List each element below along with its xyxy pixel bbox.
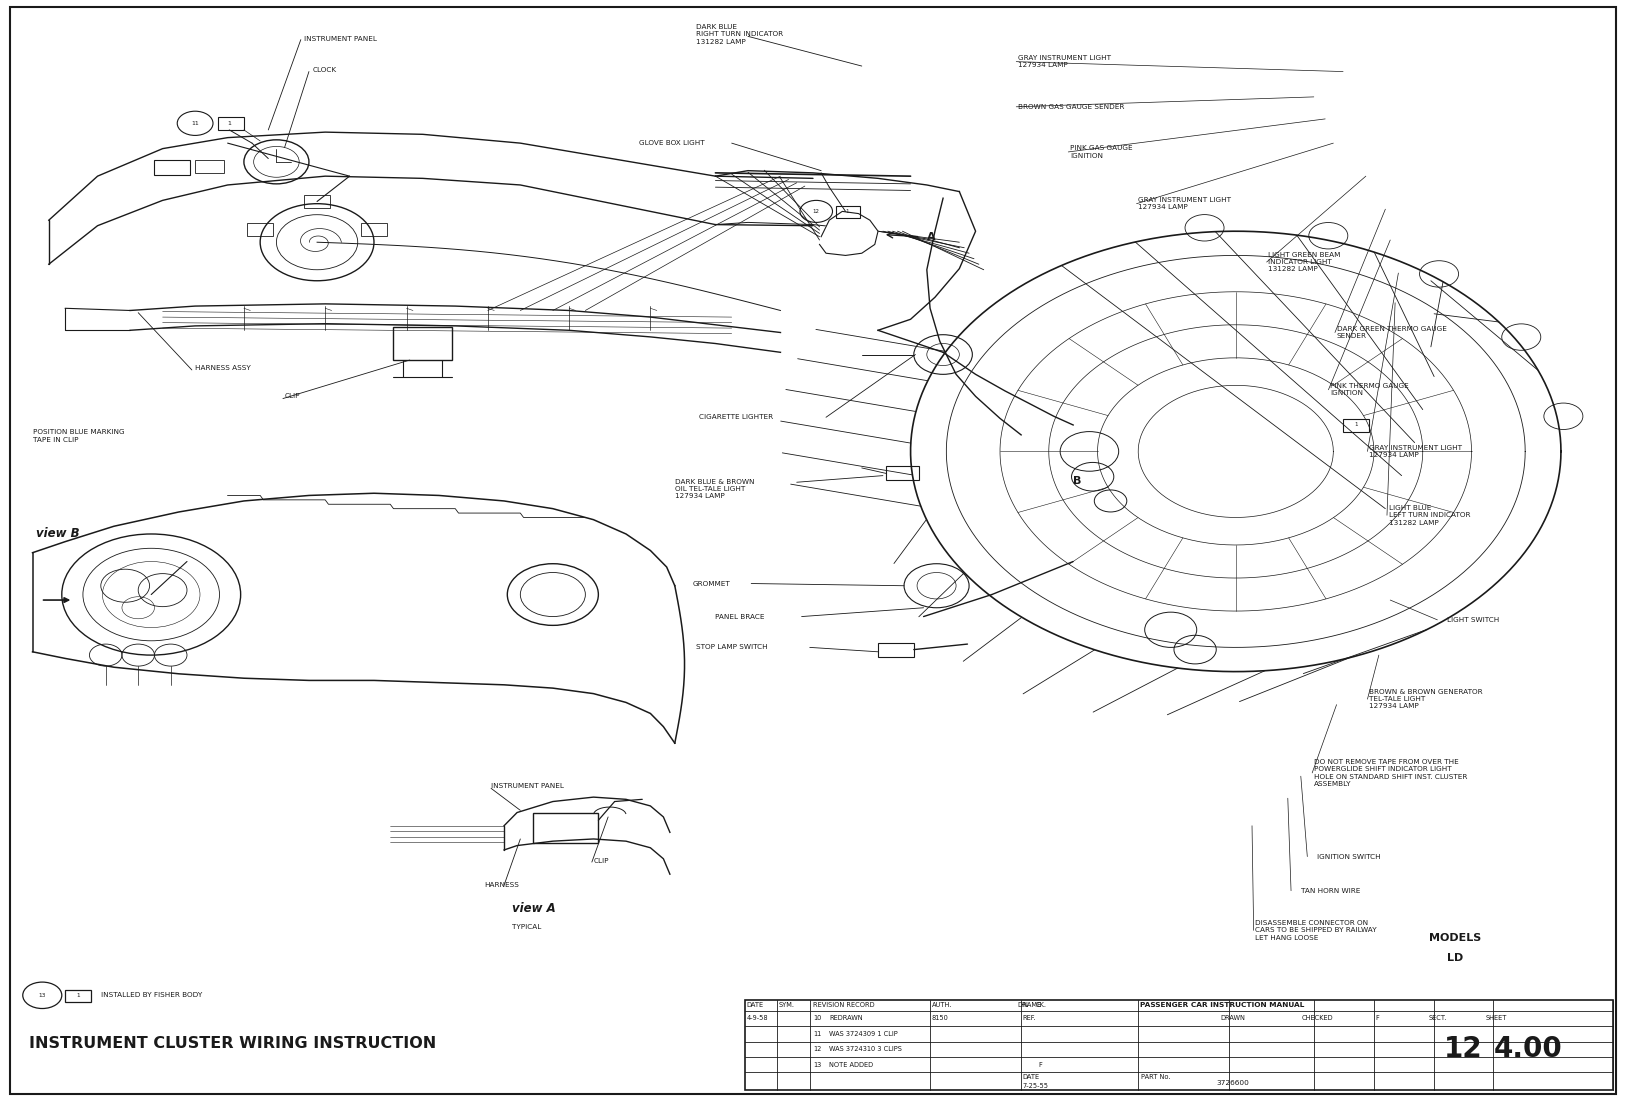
Text: CLOCK: CLOCK xyxy=(312,67,337,74)
Text: 12: 12 xyxy=(813,209,820,214)
Text: AUTH.: AUTH. xyxy=(932,1002,953,1009)
Text: INSTRUMENT CLUSTER WIRING INSTRUCTION: INSTRUMENT CLUSTER WIRING INSTRUCTION xyxy=(29,1036,436,1051)
Text: F: F xyxy=(1039,1061,1042,1068)
Text: GLOVE BOX LIGHT: GLOVE BOX LIGHT xyxy=(639,140,704,146)
Text: 8150: 8150 xyxy=(932,1015,948,1022)
Text: PASSENGER CAR INSTRUCTION MANUAL: PASSENGER CAR INSTRUCTION MANUAL xyxy=(1140,1002,1304,1009)
Text: WAS 3724309 1 CLIP: WAS 3724309 1 CLIP xyxy=(829,1031,898,1037)
Text: LD: LD xyxy=(1447,952,1463,963)
Text: 4.00: 4.00 xyxy=(1494,1035,1563,1064)
Bar xyxy=(745,1000,1613,1090)
Text: DR.: DR. xyxy=(1016,1002,1029,1009)
Text: POSITION BLUE MARKING
TAPE IN CLIP: POSITION BLUE MARKING TAPE IN CLIP xyxy=(33,429,124,443)
Text: BROWN GAS GAUGE SENDER: BROWN GAS GAUGE SENDER xyxy=(1018,103,1124,110)
Text: SYM.: SYM. xyxy=(779,1002,795,1009)
Text: DRAWN: DRAWN xyxy=(1220,1015,1246,1022)
Text: GROMMET: GROMMET xyxy=(693,580,730,587)
Bar xyxy=(878,643,914,657)
Text: LIGHT GREEN BEAM
INDICATOR LIGHT
131282 LAMP: LIGHT GREEN BEAM INDICATOR LIGHT 131282 … xyxy=(1268,252,1341,272)
Text: REDRAWN: REDRAWN xyxy=(829,1015,863,1022)
Text: 7-25-55: 7-25-55 xyxy=(1023,1082,1049,1089)
Text: LIGHT BLUE
LEFT TURN INDICATOR
131282 LAMP: LIGHT BLUE LEFT TURN INDICATOR 131282 LA… xyxy=(1389,505,1470,525)
Text: NAME: NAME xyxy=(1023,1002,1042,1009)
Text: GRAY INSTRUMENT LIGHT
127934 LAMP: GRAY INSTRUMENT LIGHT 127934 LAMP xyxy=(1138,197,1231,210)
Text: STOP LAMP SWITCH: STOP LAMP SWITCH xyxy=(696,644,767,651)
Bar xyxy=(218,117,244,130)
Text: 1: 1 xyxy=(846,209,849,214)
Text: CHECKED: CHECKED xyxy=(1301,1015,1333,1022)
Text: INSTRUMENT PANEL: INSTRUMENT PANEL xyxy=(304,35,377,42)
Text: 4-9-58: 4-9-58 xyxy=(746,1015,767,1022)
Text: 1: 1 xyxy=(76,993,80,998)
Text: WAS 3724310 3 CLIPS: WAS 3724310 3 CLIPS xyxy=(829,1046,902,1053)
Text: SECT.: SECT. xyxy=(1428,1015,1447,1022)
Text: DISASSEMBLE CONNECTOR ON
CARS TO BE SHIPPED BY RAILWAY
LET HANG LOOSE: DISASSEMBLE CONNECTOR ON CARS TO BE SHIP… xyxy=(1255,920,1377,940)
Bar xyxy=(533,813,598,843)
Text: view A: view A xyxy=(512,902,556,915)
Text: GRAY INSTRUMENT LIGHT
127934 LAMP: GRAY INSTRUMENT LIGHT 127934 LAMP xyxy=(1018,55,1111,68)
Bar xyxy=(247,224,273,237)
Bar xyxy=(195,160,224,173)
Text: PANEL BRACE: PANEL BRACE xyxy=(715,613,764,620)
Text: 13: 13 xyxy=(813,1061,821,1068)
Text: REVISION RECORD: REVISION RECORD xyxy=(813,1002,875,1009)
Text: 11: 11 xyxy=(813,1031,821,1037)
Text: INSTALLED BY FISHER BODY: INSTALLED BY FISHER BODY xyxy=(101,992,202,999)
Text: CLIP: CLIP xyxy=(285,393,301,400)
Text: 12: 12 xyxy=(1444,1035,1483,1064)
Text: 12: 12 xyxy=(813,1046,821,1053)
Bar xyxy=(304,195,330,208)
Text: 1: 1 xyxy=(1354,423,1358,427)
Bar xyxy=(361,224,387,237)
Text: DARK GREEN THERMO GAUGE
SENDER: DARK GREEN THERMO GAUGE SENDER xyxy=(1337,326,1447,339)
Bar xyxy=(393,327,452,360)
Text: B: B xyxy=(1073,476,1081,487)
Text: BROWN & BROWN GENERATOR
TEL-TALE LIGHT
127934 LAMP: BROWN & BROWN GENERATOR TEL-TALE LIGHT 1… xyxy=(1369,689,1483,709)
Text: view B: view B xyxy=(36,527,80,541)
Text: 1: 1 xyxy=(228,121,231,126)
Text: CIGARETTE LIGHTER: CIGARETTE LIGHTER xyxy=(699,414,774,421)
Polygon shape xyxy=(820,211,878,255)
Bar xyxy=(836,206,860,218)
Text: MODELS: MODELS xyxy=(1429,933,1481,944)
Text: LIGHT SWITCH: LIGHT SWITCH xyxy=(1447,617,1499,623)
Text: 10: 10 xyxy=(813,1015,821,1022)
Bar xyxy=(65,990,91,1002)
Text: CK.: CK. xyxy=(1036,1002,1046,1009)
Text: PINK GAS GAUGE
IGNITION: PINK GAS GAUGE IGNITION xyxy=(1070,145,1133,159)
Text: CLIP: CLIP xyxy=(593,858,610,864)
Text: IGNITION SWITCH: IGNITION SWITCH xyxy=(1317,853,1380,860)
Text: 11: 11 xyxy=(192,121,198,126)
Bar xyxy=(886,466,919,480)
Text: TYPICAL: TYPICAL xyxy=(512,924,541,930)
Text: SHEET: SHEET xyxy=(1485,1015,1507,1022)
Text: 13: 13 xyxy=(39,993,46,998)
Text: GRAY INSTRUMENT LIGHT
127934 LAMP: GRAY INSTRUMENT LIGHT 127934 LAMP xyxy=(1369,445,1462,458)
Bar xyxy=(1343,419,1369,432)
Text: NOTE ADDED: NOTE ADDED xyxy=(829,1061,873,1068)
Text: DO NOT REMOVE TAPE FROM OVER THE
POWERGLIDE SHIFT INDICATOR LIGHT
HOLE ON STANDA: DO NOT REMOVE TAPE FROM OVER THE POWERGL… xyxy=(1314,759,1467,787)
Text: DARK BLUE & BROWN
OIL TEL-TALE LIGHT
127934 LAMP: DARK BLUE & BROWN OIL TEL-TALE LIGHT 127… xyxy=(675,479,754,500)
Text: DARK BLUE
RIGHT TURN INDICATOR
131282 LAMP: DARK BLUE RIGHT TURN INDICATOR 131282 LA… xyxy=(696,24,784,45)
Text: HARNESS: HARNESS xyxy=(485,882,519,889)
Text: REF.: REF. xyxy=(1023,1015,1036,1022)
Text: A: A xyxy=(927,231,935,242)
Text: PINK THERMO GAUGE
IGNITION: PINK THERMO GAUGE IGNITION xyxy=(1330,383,1408,396)
Text: DATE: DATE xyxy=(746,1002,764,1009)
Text: DATE: DATE xyxy=(1023,1073,1041,1080)
Text: HARNESS ASSY: HARNESS ASSY xyxy=(195,364,250,371)
Text: TAN HORN WIRE: TAN HORN WIRE xyxy=(1301,887,1361,894)
Text: PART No.: PART No. xyxy=(1141,1073,1171,1080)
Text: F: F xyxy=(1376,1015,1379,1022)
Bar xyxy=(154,160,190,175)
Text: 3726600: 3726600 xyxy=(1216,1080,1249,1087)
Text: INSTRUMENT PANEL: INSTRUMENT PANEL xyxy=(491,783,564,789)
